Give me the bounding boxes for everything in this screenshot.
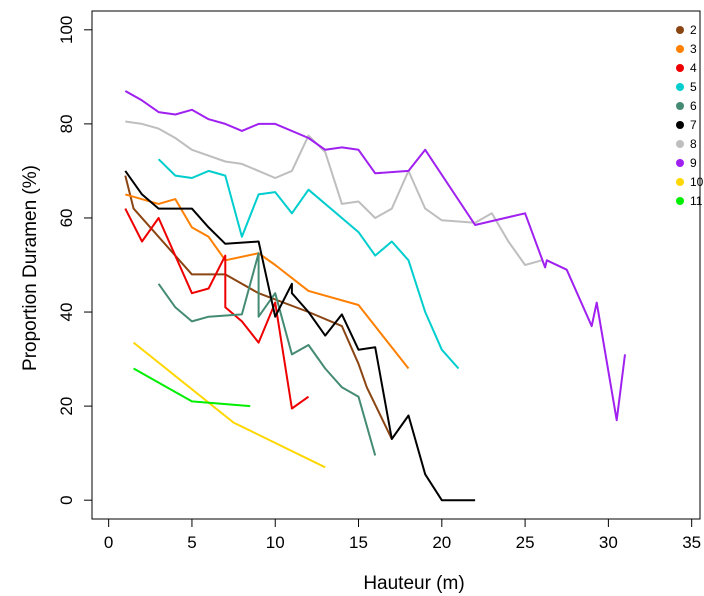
legend-marker-9 <box>676 159 684 167</box>
legend-label: 2 <box>690 23 697 37</box>
series-line-7 <box>124 170 476 502</box>
legend-label: 3 <box>690 42 697 56</box>
series-line-9 <box>124 90 626 422</box>
legend: 2 3 4 5 6 7 8 9 10 11 <box>676 23 704 208</box>
series-line-5 <box>157 158 460 370</box>
y-tick-label: 40 <box>57 303 76 322</box>
series-line-8 <box>125 120 543 266</box>
legend-marker-7 <box>676 121 684 129</box>
series-line-6 <box>157 252 377 456</box>
x-tick-label: 20 <box>432 533 451 552</box>
series-line-2 <box>124 175 393 440</box>
x-tick-label: 15 <box>349 533 368 552</box>
y-tick-label: 0 <box>57 495 76 504</box>
legend-label: 9 <box>690 156 697 170</box>
plot-frame <box>91 10 701 520</box>
legend-marker-2 <box>676 26 684 34</box>
legend-label: 5 <box>690 80 697 94</box>
x-tick-label: 30 <box>599 533 618 552</box>
legend-marker-11 <box>676 197 684 205</box>
legend-marker-6 <box>676 102 684 110</box>
y-tick-label: 100 <box>57 16 76 44</box>
legend-label: 4 <box>690 61 697 75</box>
x-tick-label: 5 <box>187 533 196 552</box>
legend-marker-8 <box>676 140 684 148</box>
legend-marker-10 <box>676 178 684 186</box>
x-tick-label: 25 <box>516 533 535 552</box>
series-line-11 <box>133 367 251 408</box>
series-lines <box>124 90 626 502</box>
legend-marker-5 <box>676 83 684 91</box>
y-axis-label: Proportion Duramen (%) <box>20 165 41 371</box>
legend-label: 10 <box>690 175 704 189</box>
legend-label: 8 <box>690 137 697 151</box>
legend-label: 6 <box>690 99 697 113</box>
series-line-10 <box>132 341 326 469</box>
x-tick-label: 10 <box>266 533 285 552</box>
y-tick-label: 80 <box>57 114 76 133</box>
y-tick-label: 20 <box>57 397 76 416</box>
y-tick-label: 60 <box>57 209 76 228</box>
legend-marker-3 <box>676 45 684 53</box>
legend-label: 7 <box>690 118 697 132</box>
x-tick-label: 0 <box>104 533 113 552</box>
x-tick-label: 35 <box>682 533 701 552</box>
series-line-4 <box>124 208 310 410</box>
x-axis-label: Hauteur (m) <box>363 573 464 594</box>
legend-marker-4 <box>676 64 684 72</box>
legend-label: 11 <box>690 194 703 208</box>
